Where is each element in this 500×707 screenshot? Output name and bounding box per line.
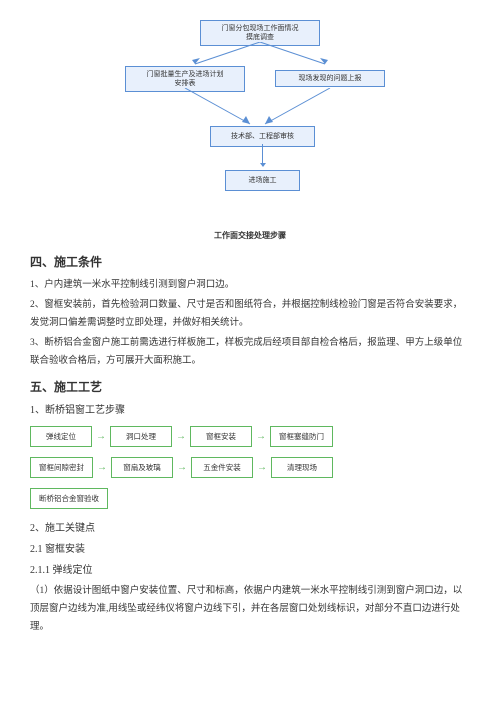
section4-title: 四、施工条件	[30, 253, 470, 270]
process-row-1: 弹线定位 → 洞口处理 → 窗框安装 → 窗框塞缝防门	[30, 426, 470, 447]
section4-p3: 3、断桥铝合金窗户施工前需选进行样板施工，样板完成后经项目部自检合格后，报监理、…	[30, 334, 470, 370]
section5-sub1: 1、断桥铝窗工艺步骤	[30, 401, 470, 416]
process-box: 窗框塞缝防门	[270, 426, 333, 447]
arrow-right-icon: →	[176, 431, 186, 442]
section5-p211: （1）依据设计图纸中窗户安装位置、尺寸和标高，依据户内建筑一米水平控制线引测到窗…	[30, 582, 470, 636]
process-box: 窗框安装	[190, 426, 252, 447]
flowchart-caption: 工作面交接处理步骤	[30, 230, 470, 241]
section4-p1: 1、户内建筑一米水平控制线引测到窗户洞口边。	[30, 276, 470, 294]
section5-sub211: 2.1.1 弹线定位	[30, 561, 470, 576]
flow-split-arrows	[170, 42, 350, 68]
process-box: 窗扇及玻璃	[111, 457, 173, 478]
arrow-right-icon: →	[97, 462, 107, 473]
arrow-right-icon: →	[96, 431, 106, 442]
section5-sub2: 2、施工关键点	[30, 519, 470, 534]
process-row-3: 断桥铝合金窗验收	[30, 488, 470, 509]
process-box: 洞口处理	[110, 426, 172, 447]
arrow-right-icon: →	[257, 462, 267, 473]
process-row-2: 窗框间隙密封 → 窗扇及玻璃 → 五金件安装 → 清理现场	[30, 457, 470, 478]
process-box: 弹线定位	[30, 426, 92, 447]
flow-box-report: 现场发现的问题上报	[275, 70, 385, 87]
process-flow: 弹线定位 → 洞口处理 → 窗框安装 → 窗框塞缝防门 窗框间隙密封 → 窗扇及…	[30, 426, 470, 509]
workface-flowchart: 门窗分包现场工作面情况摸底调查 门窗批量生产及进场计划安排表 现场发现的问题上报…	[90, 20, 410, 220]
arrow-right-icon: →	[256, 431, 266, 442]
process-box: 五金件安装	[191, 457, 253, 478]
arrow-right-icon: →	[177, 462, 187, 473]
flow-arrow-down	[262, 144, 263, 166]
section4-p2: 2、窗框安装前，首先检验洞口数量、尺寸是否和图纸符合，并根据控制线检验门窗是否符…	[30, 296, 470, 332]
process-box: 断桥铝合金窗验收	[30, 488, 108, 509]
section5-sub21: 2.1 窗框安装	[30, 540, 470, 555]
process-box: 窗框间隙密封	[30, 457, 93, 478]
section5-title: 五、施工工艺	[30, 378, 470, 395]
flow-box-construction: 进场施工	[225, 170, 300, 191]
process-box: 清理现场	[271, 457, 333, 478]
flow-merge-arrows	[180, 88, 340, 128]
